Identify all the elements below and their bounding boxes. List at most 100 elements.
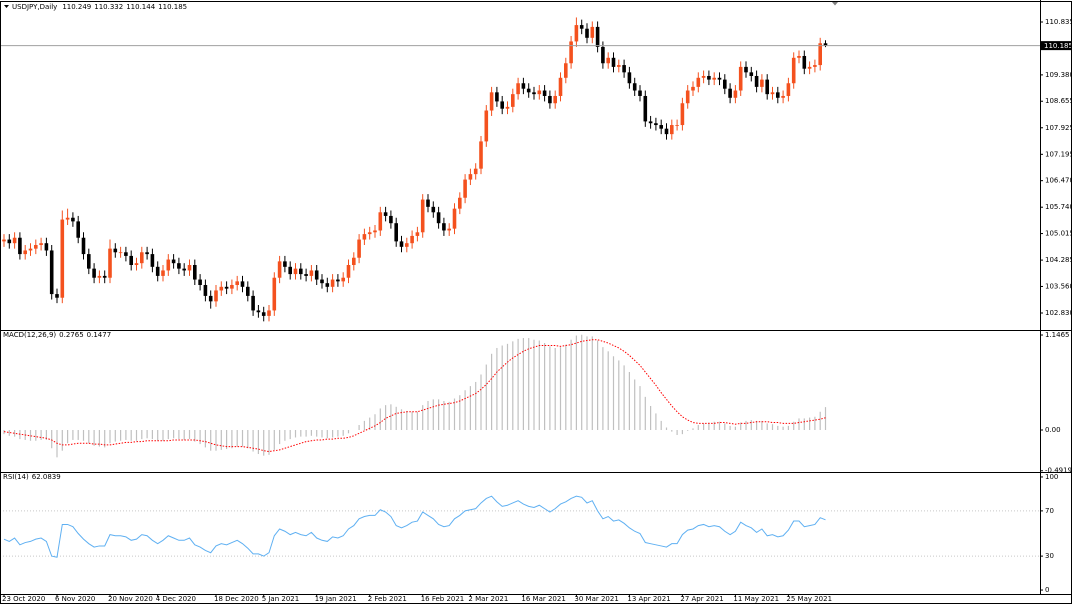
x-tick-label: 20 Nov 2020 (108, 595, 153, 603)
candle-body (638, 90, 642, 96)
candle-body (606, 57, 610, 64)
y-tick-label: 109.380 (1045, 71, 1072, 79)
candle-body (87, 254, 91, 269)
candle-body (813, 65, 817, 67)
candle-body (489, 92, 494, 111)
candle-body (394, 223, 398, 242)
candle-body (304, 274, 308, 276)
candle-body (791, 57, 796, 84)
candle-body (389, 215, 393, 224)
candle-body (288, 266, 292, 275)
candle-body (12, 237, 17, 244)
x-tick-label: 16 Mar 2021 (521, 595, 565, 603)
candle-body (256, 310, 261, 313)
candle-body (309, 270, 314, 276)
candle-body (458, 197, 462, 209)
y-tick-label: 105.015 (1045, 230, 1072, 238)
candle-body (818, 43, 822, 66)
candle-body (670, 125, 674, 135)
candle-body (654, 123, 658, 126)
candle-body (267, 310, 271, 316)
candle-body (691, 86, 695, 91)
candle-body (182, 268, 186, 271)
candle-body (712, 77, 716, 80)
candle-body (500, 101, 504, 109)
candle-body (39, 243, 43, 246)
last-low: 110.144 (126, 3, 155, 11)
candle-body (134, 263, 139, 266)
candle-body (495, 92, 499, 102)
candle-body (373, 230, 377, 233)
signal-line (3, 339, 826, 453)
candle-body (754, 75, 759, 87)
candle-body (2, 239, 6, 242)
candle-body (696, 77, 701, 87)
candle-body (299, 268, 303, 275)
candle-body (532, 92, 536, 95)
shift-marker (832, 2, 838, 6)
candle-body (60, 219, 65, 298)
candle-body (383, 212, 388, 216)
candle-body (463, 179, 467, 198)
candle-body (553, 95, 557, 104)
price-label-box (1041, 41, 1071, 51)
last-open: 110.249 (62, 3, 91, 11)
x-tick-label: 23 Oct 2020 (2, 595, 45, 603)
candle-body (410, 235, 414, 244)
candle-body (193, 265, 197, 280)
candle-body (786, 83, 791, 96)
candle-body (632, 83, 637, 91)
candle-body (622, 65, 626, 73)
candle-body (251, 295, 255, 311)
candle-body (749, 72, 754, 76)
candle-body (224, 286, 229, 289)
macd-title: MACD(12,26,9) 0.2765 0.1477 (3, 331, 111, 339)
signal-last: 0.1477 (87, 331, 112, 339)
candle-body (479, 141, 483, 169)
x-tick-label: 30 Mar 2021 (574, 595, 618, 603)
y-tick-label: 107.195 (1045, 150, 1072, 158)
x-tick-label: 5 Jan 2021 (262, 595, 300, 603)
rsi-name: RSI(14) (3, 473, 29, 481)
candle-body (781, 95, 785, 98)
price-title: USDJPY,Daily 110.249 110.332 110.144 110.185 (12, 3, 187, 11)
last-high: 110.332 (94, 3, 123, 11)
candle-body (590, 26, 595, 38)
candle-body (219, 286, 224, 291)
symbol: USDJPY,Daily (12, 3, 57, 11)
candle-body (336, 279, 340, 282)
marks: 110.835 109.380 108.655 107.925 107.195 106.4… (0, 17, 1072, 603)
candle-body (198, 279, 202, 285)
candle-body (145, 252, 149, 255)
candle-body (272, 277, 277, 311)
candle-body (214, 290, 218, 302)
candle-body (585, 28, 589, 38)
x-tick-label: 16 Feb 2021 (421, 595, 465, 603)
candle-body (611, 57, 616, 67)
candle-body (505, 106, 510, 109)
candle-body (261, 312, 266, 316)
candle-body (802, 55, 807, 69)
candle-body (330, 279, 335, 287)
candle-body (102, 275, 107, 278)
y-tick-label: 103.560 (1045, 282, 1072, 290)
candle-body (320, 279, 324, 284)
candle-body (367, 232, 372, 235)
rsi-line (3, 495, 826, 558)
x-tick-label: 13 Apr 2021 (627, 595, 670, 603)
y-tick-label: 30 (1045, 552, 1054, 560)
candle-body (420, 199, 425, 233)
y-tick-label: 70 (1045, 507, 1054, 515)
candle-body (140, 252, 144, 264)
candle-body (738, 66, 743, 91)
candle-body (664, 128, 669, 135)
candle-body (325, 283, 330, 287)
candle-body (108, 248, 112, 278)
candle-body (431, 206, 436, 213)
candle-body (548, 95, 552, 104)
candle-body (473, 168, 478, 175)
candle-body (81, 237, 86, 255)
candle-body (177, 263, 181, 269)
